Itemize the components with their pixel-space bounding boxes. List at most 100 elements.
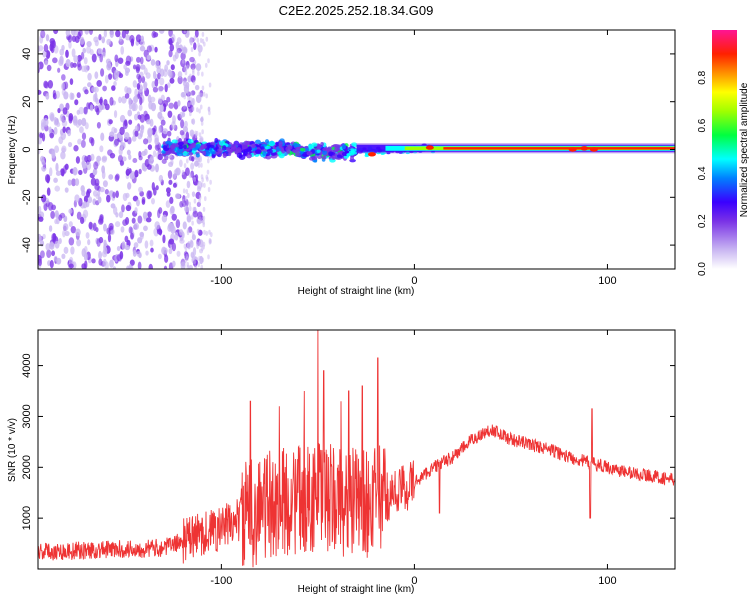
noise-speckle bbox=[190, 214, 194, 220]
noise-speckle bbox=[170, 64, 175, 71]
noise-speckle bbox=[38, 45, 44, 52]
noise-speckle bbox=[138, 168, 142, 175]
noise-speckle bbox=[127, 182, 132, 190]
band-speckle bbox=[334, 145, 339, 152]
noise-speckle bbox=[86, 45, 91, 54]
band-speckle bbox=[349, 156, 355, 161]
band-speckle bbox=[293, 142, 298, 148]
noise-speckle bbox=[198, 132, 202, 138]
noise-speckle bbox=[184, 70, 188, 76]
noise-speckle bbox=[63, 216, 67, 222]
noise-speckle bbox=[70, 61, 74, 69]
noise-speckle bbox=[149, 239, 154, 247]
noise-speckle bbox=[140, 124, 145, 134]
noise-speckle bbox=[59, 48, 65, 56]
noise-speckle bbox=[90, 153, 95, 161]
heatmap-ylabel: Frequency (Hz) bbox=[7, 116, 18, 185]
noise-speckle bbox=[143, 138, 149, 145]
noise-speckle bbox=[110, 203, 116, 209]
noise-speckle bbox=[192, 210, 199, 218]
noise-speckle bbox=[173, 101, 179, 110]
noise-speckle bbox=[101, 155, 108, 162]
noise-speckle bbox=[53, 30, 59, 35]
noise-speckle bbox=[98, 251, 102, 260]
noise-speckle bbox=[191, 106, 195, 112]
colorbar: 0.0 0.2 0.4 0.6 0.8 Normalized spectral ampl… bbox=[697, 30, 750, 276]
noise-speckle bbox=[126, 149, 131, 156]
noise-speckle bbox=[198, 108, 201, 114]
band-speckle bbox=[316, 149, 321, 153]
noise-speckle bbox=[201, 246, 204, 252]
noise-speckle bbox=[193, 35, 197, 41]
noise-speckle bbox=[164, 83, 168, 93]
noise-speckle bbox=[196, 228, 200, 234]
noise-speckle bbox=[134, 207, 138, 214]
noise-speckle bbox=[106, 38, 112, 46]
noise-speckle bbox=[169, 77, 175, 84]
noise-speckle bbox=[93, 161, 99, 170]
noise-speckle bbox=[183, 120, 188, 129]
noise-speckle bbox=[195, 241, 199, 247]
noise-speckle bbox=[151, 197, 155, 205]
noise-speckle bbox=[157, 153, 163, 161]
noise-speckle bbox=[137, 133, 143, 140]
noise-speckle bbox=[106, 194, 111, 203]
noise-speckle bbox=[87, 82, 92, 88]
noise-speckle bbox=[83, 106, 88, 115]
noise-speckle bbox=[38, 137, 43, 145]
noise-speckle bbox=[74, 99, 79, 106]
noise-speckle bbox=[77, 54, 82, 62]
noise-speckle bbox=[168, 70, 173, 79]
noise-speckle bbox=[205, 36, 209, 42]
heatmap-xtick-label: 0 bbox=[411, 275, 417, 287]
noise-speckle bbox=[61, 145, 67, 153]
noise-speckle bbox=[177, 75, 183, 85]
noise-speckle bbox=[53, 126, 58, 135]
noise-speckle bbox=[181, 111, 186, 118]
noise-speckle bbox=[73, 55, 79, 63]
noise-speckle bbox=[99, 53, 103, 63]
noise-speckle bbox=[120, 45, 125, 55]
noise-speckle bbox=[139, 45, 146, 52]
noise-speckle bbox=[168, 102, 174, 109]
band-speckle bbox=[306, 151, 313, 156]
noise-speckle bbox=[152, 150, 157, 158]
colorbar-tick-label: 0.4 bbox=[697, 166, 708, 180]
noise-speckle bbox=[55, 162, 59, 172]
snr-frame bbox=[37, 329, 676, 570]
noise-speckle bbox=[189, 173, 192, 179]
noise-speckle bbox=[171, 260, 176, 268]
noise-speckle bbox=[200, 162, 203, 168]
noise-speckle bbox=[112, 133, 119, 141]
band-speckle bbox=[183, 144, 187, 150]
noise-speckle bbox=[197, 70, 200, 76]
band-speckle bbox=[251, 143, 256, 149]
noise-speckle bbox=[102, 258, 107, 267]
noise-speckle bbox=[183, 30, 187, 34]
noise-speckle bbox=[183, 94, 186, 100]
noise-speckle bbox=[190, 252, 194, 258]
heatmap-ticks: -100 0 100 -40 -20 0 20 40 bbox=[21, 30, 675, 287]
noise-speckle bbox=[109, 96, 114, 106]
noise-speckle bbox=[78, 30, 83, 37]
noise-speckle bbox=[198, 51, 201, 57]
noise-speckle bbox=[166, 187, 171, 194]
noise-speckle bbox=[50, 45, 55, 54]
noise-speckle bbox=[192, 206, 196, 212]
noise-speckle bbox=[69, 78, 74, 85]
noise-speckle bbox=[86, 102, 90, 110]
noise-speckle bbox=[84, 260, 88, 269]
noise-speckle bbox=[189, 206, 192, 212]
noise-speckle bbox=[51, 204, 57, 211]
snr-ytick-label: 3000 bbox=[21, 404, 33, 428]
band-speckle bbox=[270, 152, 277, 156]
noise-speckle bbox=[200, 264, 204, 269]
noise-speckle bbox=[54, 185, 61, 192]
noise-speckle bbox=[92, 169, 97, 176]
noise-speckle bbox=[146, 45, 152, 53]
noise-speckle bbox=[198, 255, 201, 261]
noise-speckle bbox=[61, 82, 66, 90]
noise-speckle bbox=[67, 129, 72, 137]
noise-speckle bbox=[203, 196, 207, 202]
noise-speckle bbox=[179, 130, 185, 136]
